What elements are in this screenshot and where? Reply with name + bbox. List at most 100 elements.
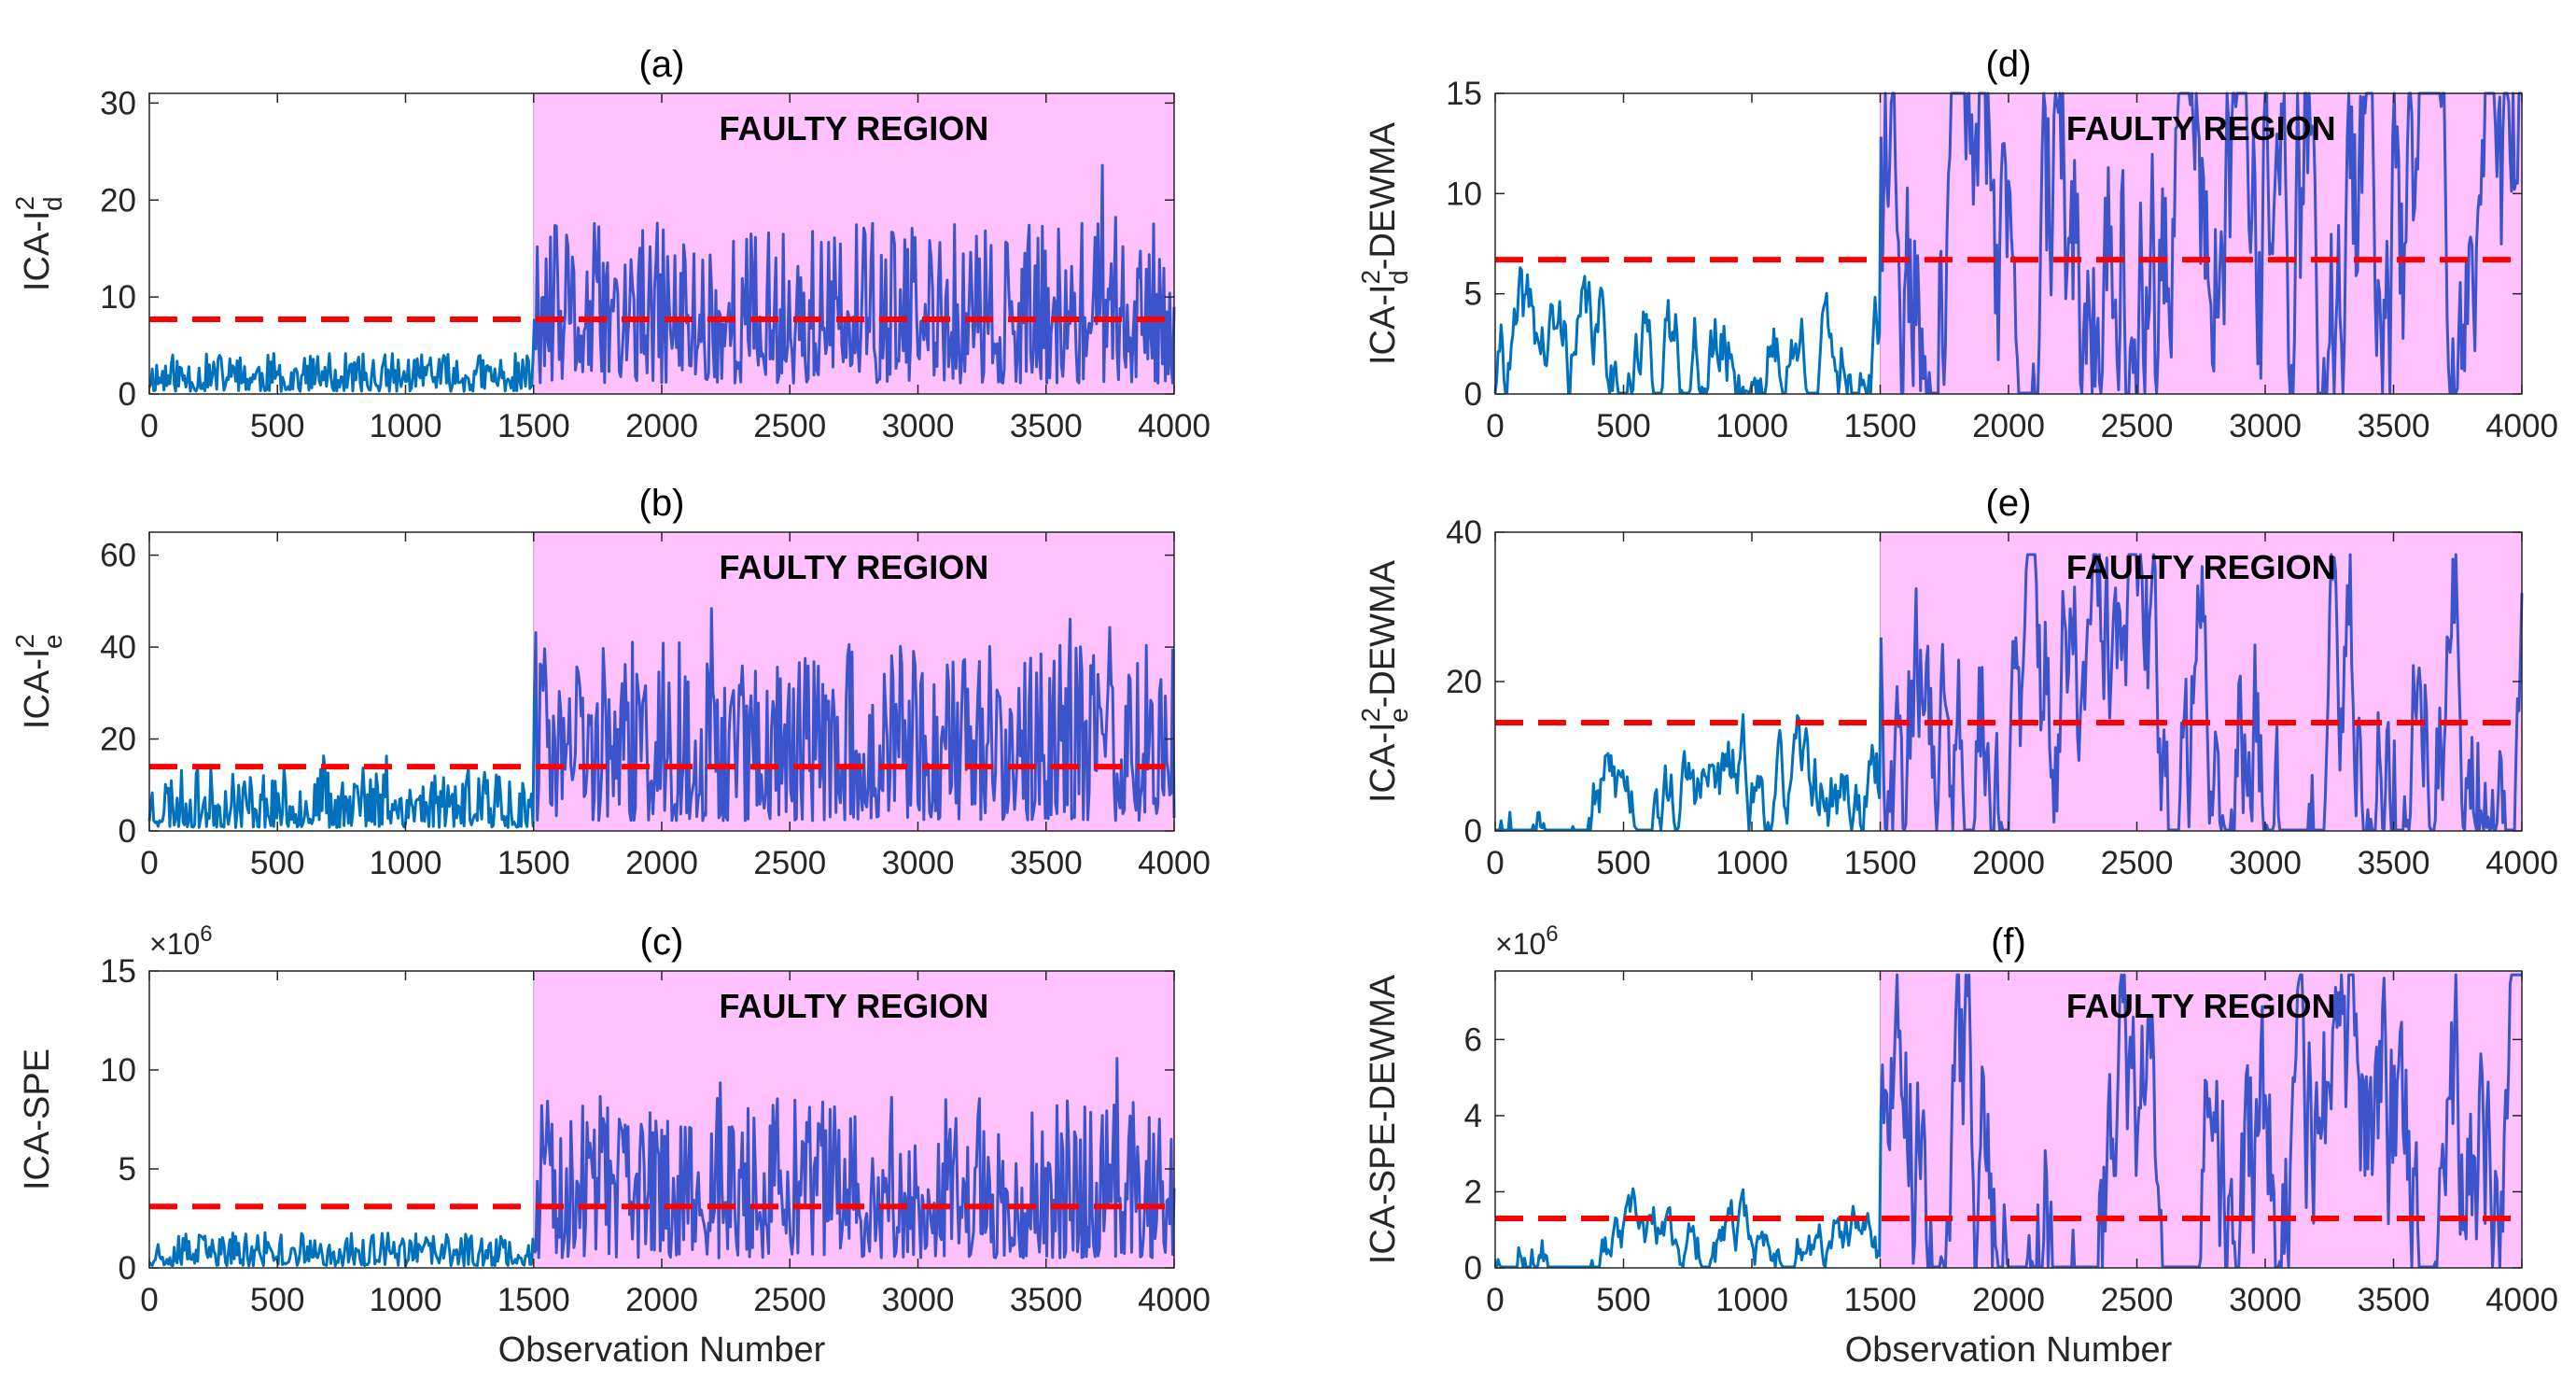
- x-tick-label: 1500: [1844, 408, 1917, 444]
- normal-series-line: [147, 693, 536, 829]
- x-tick-label: 4000: [2485, 1282, 2558, 1318]
- chart-panel-a: 0 500 1000 1500 2000 2500 3000 3500 4000 0 10 20 30 (…: [10, 44, 1211, 444]
- panel-title: (e): [1986, 483, 2032, 524]
- faulty-series-line: [533, 163, 1176, 385]
- y-tick-label: 10: [100, 1052, 136, 1089]
- normal-series-line: [147, 1231, 536, 1268]
- faulty-series-line: [1879, 91, 2522, 395]
- y-tick-label: 30: [100, 85, 136, 121]
- x-tick-label: 2000: [625, 845, 698, 881]
- y-tick-label: 0: [119, 1250, 136, 1287]
- panel-title: (b): [639, 483, 685, 524]
- y-tick-label: 0: [119, 813, 136, 850]
- x-axis-label: Observation Number: [498, 1330, 826, 1370]
- x-tick-label: 2500: [2101, 408, 2174, 444]
- panel-title: (f): [1991, 922, 2026, 963]
- x-tick-label: 1000: [370, 1282, 442, 1318]
- x-tick-label: 500: [1596, 408, 1650, 444]
- y-tick-label: 4: [1464, 1098, 1482, 1134]
- y-axis-label: ICA-SPE-DEWMA: [1364, 974, 1403, 1264]
- y-tick-label: 5: [119, 1151, 136, 1188]
- x-tick-label: 1500: [1844, 1282, 1917, 1318]
- x-tick-label: 1500: [497, 845, 570, 881]
- y-tick-label: 60: [100, 538, 136, 574]
- faulty-series-line: [1879, 553, 2524, 832]
- faulty-region-label: FAULTY REGION: [720, 548, 989, 586]
- x-tick-label: 1000: [370, 845, 442, 881]
- x-tick-label: 3000: [2229, 845, 2302, 881]
- chart-panel-f: 0 500 1000 1500 2000 2500 3000 3500 4000 0 2 4 6 (f) F…: [1364, 922, 2558, 1370]
- y-tick-label: 40: [1446, 514, 1482, 551]
- y-tick-label: 10: [1446, 176, 1482, 212]
- y-axis-label: ICA-SPE: [18, 1048, 57, 1190]
- y-tick-label: 20: [100, 182, 136, 218]
- y-tick-label: 6: [1464, 1021, 1482, 1058]
- y-tick-label: 0: [1464, 1250, 1482, 1287]
- x-tick-label: 2500: [753, 1282, 826, 1318]
- faulty-region-label: FAULTY REGION: [720, 987, 989, 1025]
- chart-panel-d: 0 500 1000 1500 2000 2500 3000 3500 4000 0 5 10 15 (d…: [1356, 44, 2558, 444]
- normal-series-line: [1493, 136, 1883, 395]
- x-tick-label: 0: [140, 408, 158, 444]
- x-tick-label: 4000: [1138, 845, 1211, 881]
- y-tick-label: 15: [100, 953, 136, 990]
- x-axis-label: Observation Number: [1845, 1330, 2173, 1370]
- y-tick-label: 0: [1464, 376, 1482, 413]
- chart-panel-b: 0 500 1000 1500 2000 2500 3000 3500 4000 0 20 40 60 (…: [10, 483, 1211, 881]
- faulty-series-line: [1879, 973, 2522, 1269]
- y-tick-label: 2: [1464, 1174, 1482, 1210]
- x-tick-label: 1000: [1715, 845, 1788, 881]
- x-tick-label: 4000: [2485, 845, 2558, 881]
- y-axis-exponent: ×106: [1495, 922, 1559, 961]
- y-axis-label: ICA-I2d: [10, 196, 67, 291]
- faulty-region-label: FAULTY REGION: [2066, 109, 2336, 148]
- y-axis-label: ICA-I2e-DEWMA: [1356, 559, 1413, 803]
- faulty-region-label: FAULTY REGION: [2066, 987, 2336, 1025]
- x-tick-label: 2500: [2101, 845, 2174, 881]
- x-tick-label: 3500: [2358, 1282, 2430, 1318]
- x-tick-label: 3000: [882, 408, 955, 444]
- normal-series-line: [1494, 1111, 1883, 1269]
- x-tick-label: 0: [1486, 845, 1504, 881]
- x-tick-label: 3500: [2358, 408, 2430, 444]
- x-tick-label: 1000: [1715, 408, 1788, 444]
- y-axis-label: ICA-I2d-DEWMA: [1356, 121, 1413, 365]
- x-tick-label: 4000: [1138, 1282, 1211, 1318]
- x-tick-label: 1000: [1715, 1282, 1788, 1318]
- chart-panel-e: 0 500 1000 1500 2000 2500 3000 3500 4000 0 20 40 (e)…: [1356, 483, 2558, 881]
- x-tick-label: 500: [250, 408, 304, 444]
- y-tick-label: 40: [100, 629, 136, 666]
- x-tick-label: 2000: [1972, 845, 2045, 881]
- normal-series-line: [1495, 637, 1883, 832]
- x-tick-label: 2500: [753, 845, 826, 881]
- y-tick-label: 0: [1464, 813, 1482, 850]
- panel-title: (d): [1986, 44, 2032, 85]
- x-tick-label: 0: [1486, 408, 1504, 444]
- panel-title: (c): [640, 922, 684, 963]
- x-tick-label: 4000: [1138, 408, 1211, 444]
- y-tick-label: 20: [100, 722, 136, 758]
- normal-series-line: [147, 318, 536, 393]
- x-tick-label: 500: [1596, 1282, 1650, 1318]
- y-tick-label: 20: [1446, 664, 1482, 700]
- x-tick-label: 3500: [1010, 1282, 1083, 1318]
- x-tick-label: 1500: [1844, 845, 1917, 881]
- x-tick-label: 0: [1486, 1282, 1504, 1318]
- x-tick-label: 0: [140, 845, 158, 881]
- panel-title: (a): [639, 44, 685, 85]
- y-tick-label: 0: [119, 376, 136, 413]
- x-tick-label: 1500: [497, 1282, 570, 1318]
- x-tick-label: 500: [250, 845, 304, 881]
- faulty-series-line: [533, 607, 1176, 823]
- faulty-series-line: [533, 1057, 1176, 1259]
- faulty-region-label: FAULTY REGION: [720, 109, 989, 148]
- x-tick-label: 2000: [1972, 1282, 2045, 1318]
- chart-panel-c: 0 500 1000 1500 2000 2500 3000 3500 4000 0 5 10 15 (c…: [18, 922, 1211, 1370]
- y-tick-label: 15: [1446, 76, 1482, 112]
- x-tick-label: 3000: [882, 845, 955, 881]
- x-tick-label: 4000: [2485, 408, 2558, 444]
- y-axis-exponent: ×106: [149, 922, 213, 961]
- x-tick-label: 1500: [497, 408, 570, 444]
- x-tick-label: 2000: [625, 408, 698, 444]
